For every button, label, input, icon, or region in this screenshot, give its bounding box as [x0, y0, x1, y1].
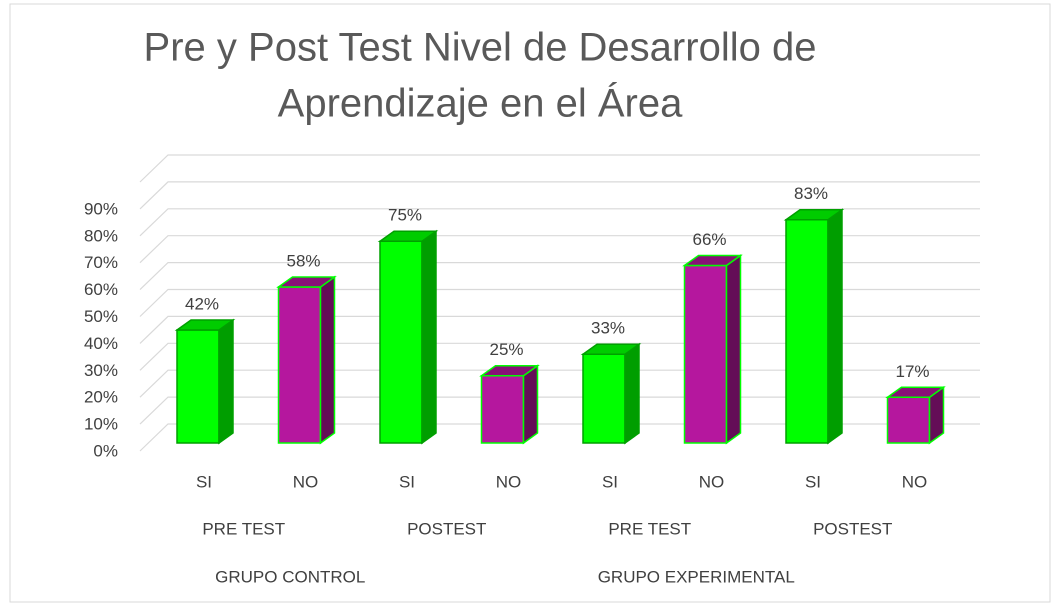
bar-front [582, 353, 626, 444]
value-label: 42% [185, 295, 219, 314]
bar-front [886, 396, 931, 444]
bar-side [624, 342, 640, 445]
value-label: 75% [388, 206, 422, 225]
y-tick-label: 80% [84, 226, 118, 245]
y-tick-label: 60% [84, 280, 118, 299]
bar-side [725, 254, 742, 445]
supergroup-label: GRUPO CONTROL [215, 567, 365, 586]
value-label: 25% [489, 340, 523, 359]
value-label: 66% [692, 230, 726, 249]
grid-line [139, 154, 980, 183]
bar-top [174, 319, 236, 331]
chart-title: Aprendizaje en el Área [278, 81, 683, 126]
x-tick-label: SI [602, 472, 618, 491]
bar-side [421, 229, 437, 445]
x-tick-label: NO [293, 472, 319, 491]
bar-top [885, 386, 946, 399]
supergroup-label: GRUPO EXPERIMENTAL [598, 567, 795, 586]
grid-line [139, 208, 980, 237]
y-tick-label: 0% [93, 441, 118, 460]
grid-line [139, 181, 980, 210]
bar-side [827, 208, 843, 445]
value-label: 17% [895, 362, 929, 381]
bar-top [377, 230, 439, 242]
x-tick-label: SI [196, 472, 212, 491]
x-tick-label: SI [805, 472, 821, 491]
bar-side [319, 275, 336, 445]
x-tick-label: SI [399, 472, 415, 491]
bar-front [379, 240, 423, 444]
x-tick-label: NO [699, 472, 725, 491]
bar-side [218, 318, 234, 445]
y-tick-label: 70% [84, 253, 118, 272]
value-label: 83% [794, 184, 828, 203]
bar-front [683, 264, 728, 444]
x-tick-label: NO [496, 472, 522, 491]
bar-front [176, 329, 220, 444]
bar-top [682, 254, 743, 267]
y-tick-label: 20% [84, 388, 118, 407]
y-tick-label: 50% [84, 307, 118, 326]
group-label: PRE TEST [202, 519, 285, 538]
chart-title: Pre y Post Test Nivel de Desarrollo de [144, 26, 817, 70]
bar-top [783, 208, 845, 221]
bar-top [580, 343, 642, 355]
bar-front [277, 286, 322, 444]
group-label: PRE TEST [608, 519, 691, 538]
bar-side [522, 364, 539, 445]
value-label: 58% [286, 251, 320, 270]
group-label: POSTEST [407, 519, 486, 538]
y-tick-label: 30% [84, 361, 118, 380]
bar-top [276, 276, 337, 288]
group-label: POSTEST [813, 519, 892, 538]
x-tick-label: NO [902, 472, 928, 491]
grid-line [139, 235, 980, 264]
value-label: 33% [591, 319, 625, 338]
bar-front [480, 375, 525, 444]
y-tick-label: 90% [84, 199, 118, 218]
y-tick-label: 40% [84, 334, 118, 353]
y-tick-label: 10% [84, 415, 118, 434]
chart-border [9, 3, 1051, 603]
bar-front [785, 218, 829, 444]
bar-top [479, 365, 540, 377]
